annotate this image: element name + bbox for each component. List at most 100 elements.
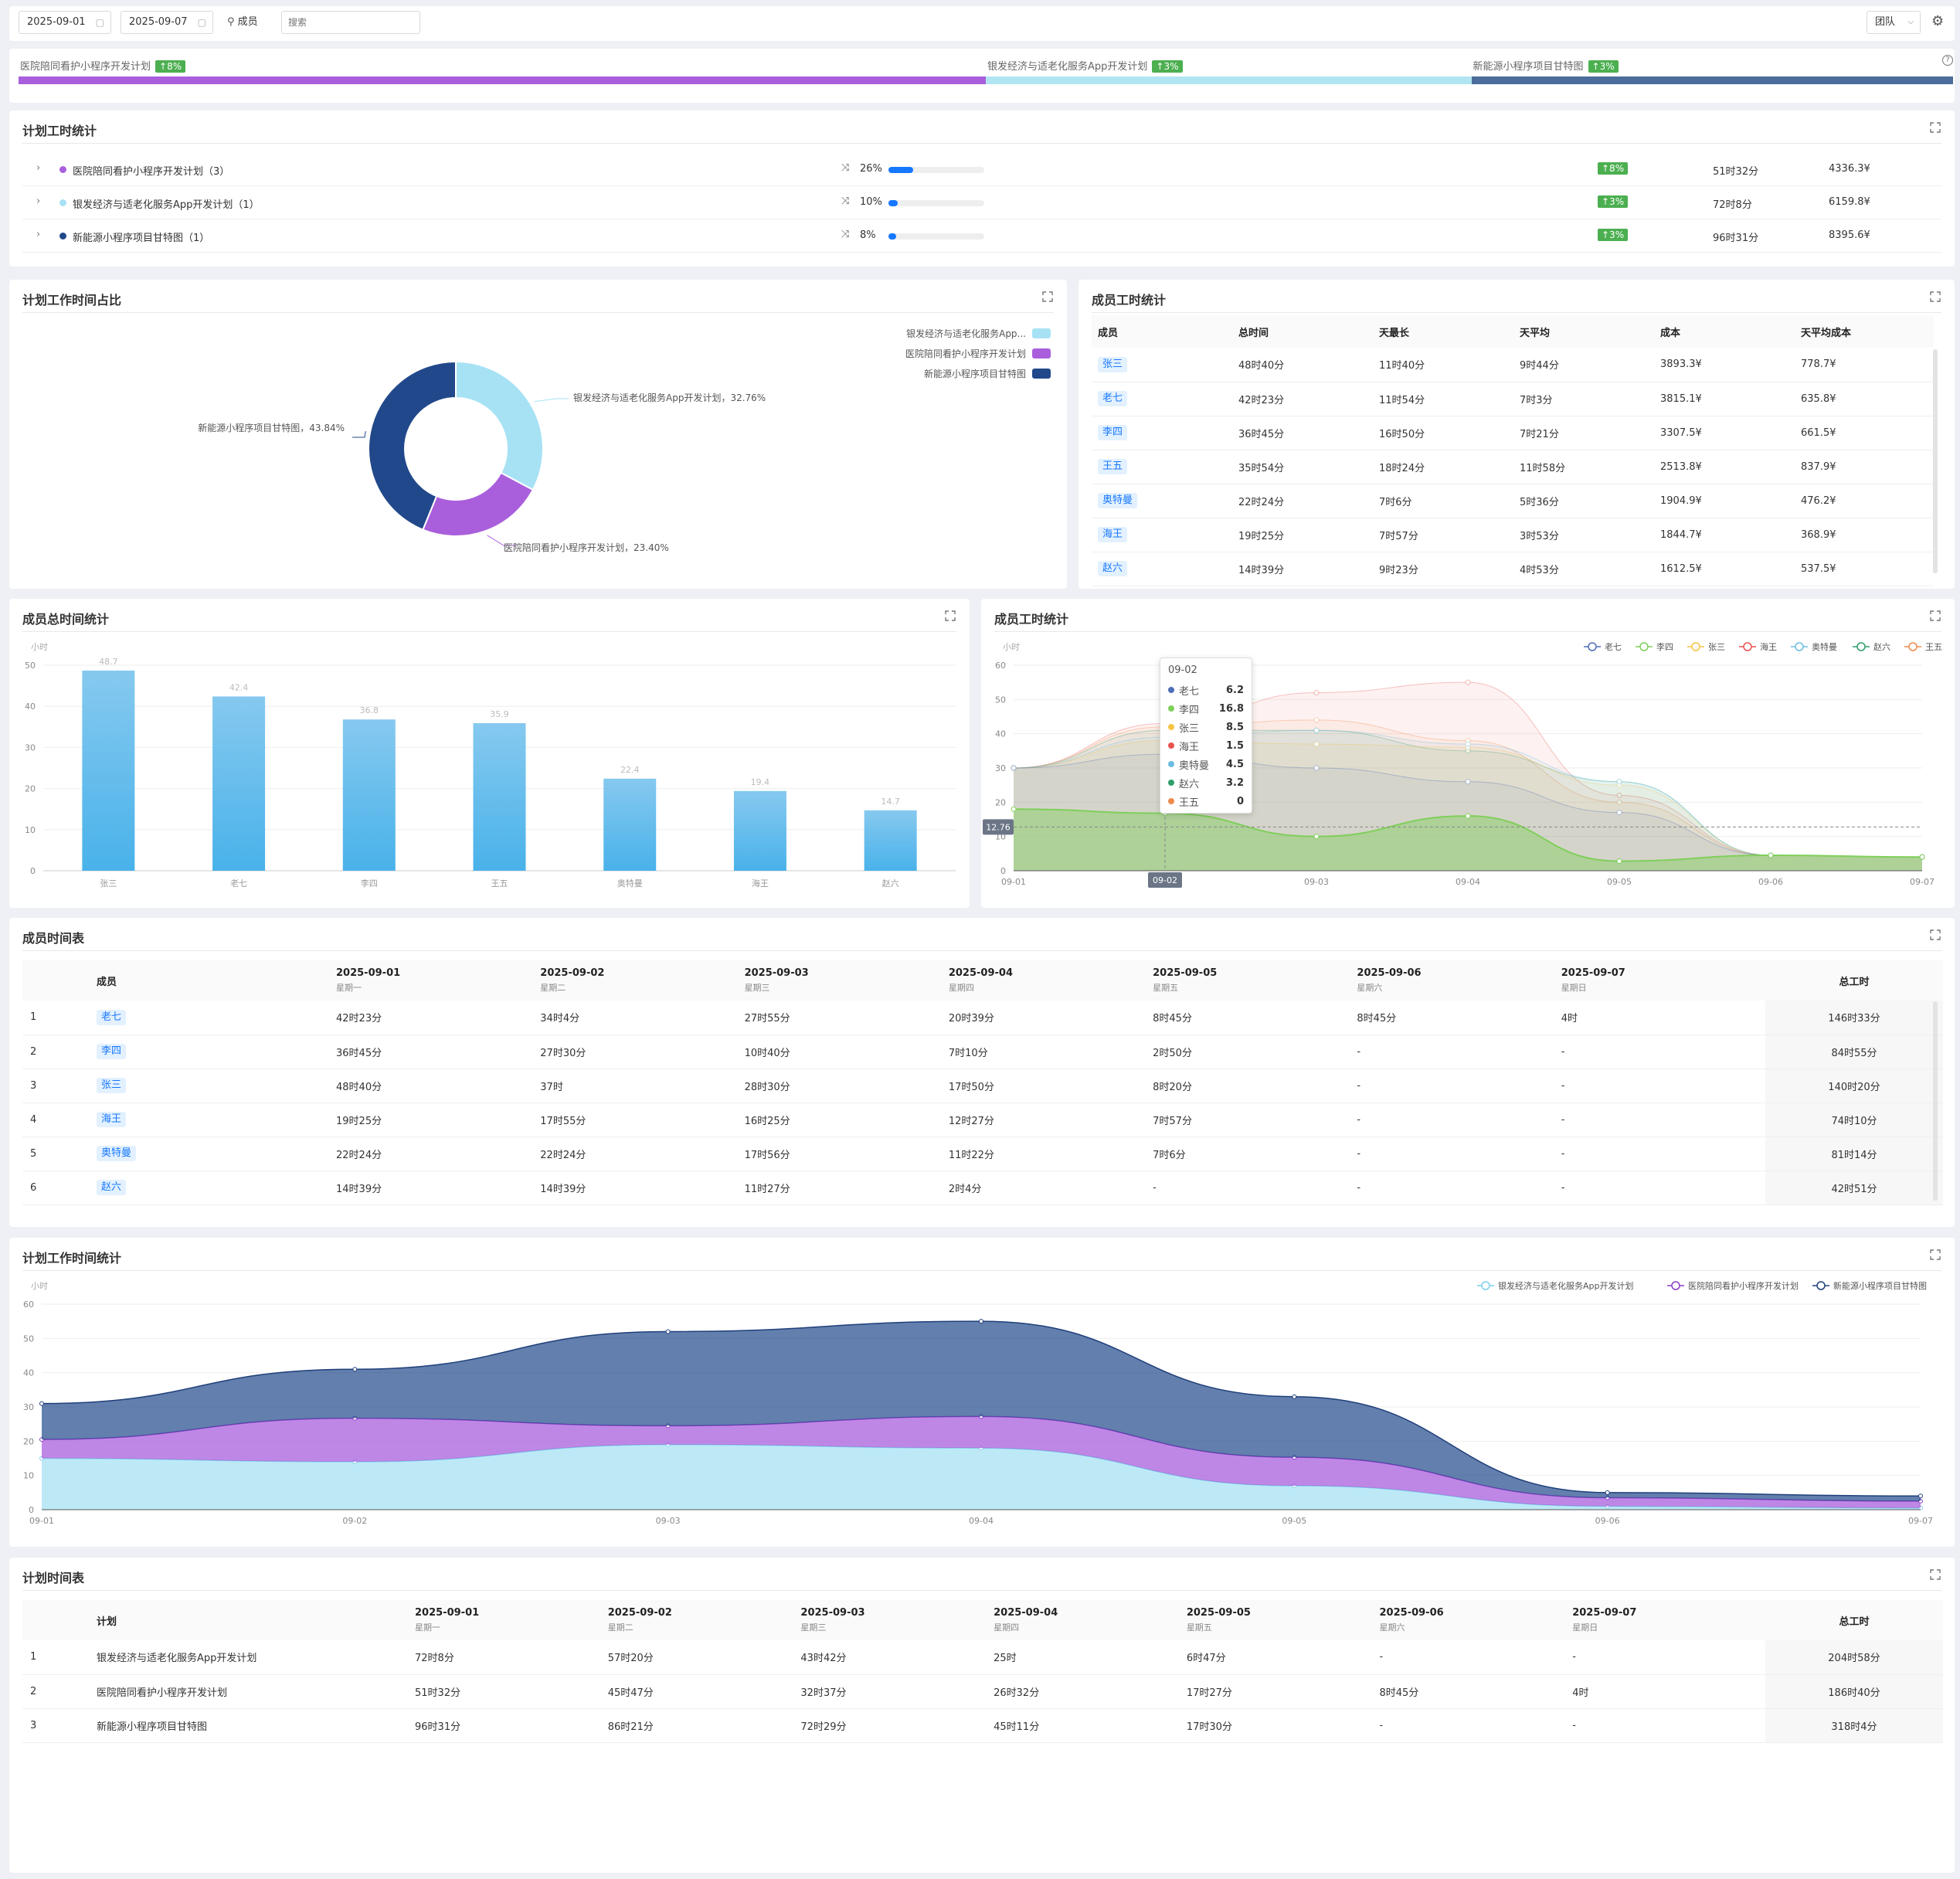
table-row[interactable]: 海王 19时25分 7时57分 3时53分 1844.7¥ 368.9¥ (1092, 518, 1934, 552)
pie-slice[interactable] (368, 360, 457, 531)
member-tag[interactable]: 海王 (1098, 527, 1128, 542)
search-input[interactable] (281, 11, 420, 34)
member-tag[interactable]: 海王 (97, 1112, 127, 1127)
column-header[interactable]: 2025-09-06 星期六 (1357, 960, 1561, 1001)
table-row[interactable]: 1 老七 42时23分 34时4分 27时55分 20时39分 8时45分 8时45分 4时 14… (22, 1001, 1943, 1035)
column-header[interactable]: 2025-09-06 星期六 (1379, 1600, 1573, 1640)
legend-marker[interactable] (1743, 642, 1752, 651)
group-select[interactable]: 团队 ⌵ (1867, 11, 1921, 34)
table-row[interactable]: 张三 48时40分 11时40分 9时44分 3893.3¥ 778.7¥ (1092, 348, 1934, 382)
column-header[interactable]: 2025-09-07 星期日 (1572, 1600, 1765, 1640)
series-point[interactable] (1011, 765, 1017, 771)
plan-row[interactable]: › 银发经济与适老化服务App开发计划（1） ⤨ 10% ↑3% 72时8分 6159.8¥ (22, 186, 1941, 219)
table-row[interactable]: 奥特曼 22时24分 7时6分 5时36分 1904.9¥ 476.2¥ (1092, 484, 1934, 518)
bar[interactable] (82, 670, 135, 871)
chevron-right-icon[interactable]: › (36, 162, 41, 174)
table-row[interactable]: 老七 42时23分 11时54分 7时3分 3815.1¥ 635.8¥ (1092, 382, 1934, 416)
bar[interactable] (212, 696, 266, 871)
expand-icon[interactable] (1930, 121, 1941, 133)
series-point[interactable] (1313, 717, 1320, 723)
series-point[interactable] (1313, 689, 1320, 695)
member-filter-button[interactable]: ⚲ 成员 (227, 11, 258, 34)
legend-marker[interactable] (1639, 642, 1649, 651)
member-tag[interactable]: 王五 (1098, 459, 1128, 474)
legend-marker[interactable] (1691, 642, 1700, 651)
table-row[interactable]: 1 银发经济与适老化服务App开发计划 72时8分 57时20分 43时42分 25时 6时… (22, 1640, 1943, 1675)
expand-icon[interactable] (945, 610, 956, 621)
series-point[interactable] (1768, 852, 1774, 858)
column-header[interactable]: 成本 (1654, 315, 1795, 348)
column-header[interactable]: 总时间 (1232, 315, 1373, 348)
legend-marker[interactable] (1671, 1281, 1680, 1290)
member-tag[interactable]: 张三 (97, 1078, 127, 1093)
column-header[interactable]: 2025-09-01 星期一 (336, 960, 541, 1001)
chevron-right-icon[interactable]: › (36, 195, 41, 207)
series-point[interactable] (1313, 741, 1320, 747)
expand-icon[interactable] (1930, 1568, 1941, 1580)
series-point[interactable] (1616, 858, 1622, 865)
member-tag[interactable]: 老七 (1098, 391, 1128, 406)
column-header[interactable]: 2025-09-03 星期三 (744, 960, 949, 1001)
progress-segment[interactable] (19, 76, 986, 84)
plan-row[interactable]: › 新能源小程序项目甘特图（1） ⤨ 8% ↑3% 96时31分 8395.6¥ (22, 219, 1941, 253)
bar[interactable] (603, 778, 657, 871)
column-header[interactable]: 2025-09-01 星期一 (415, 1600, 608, 1640)
legend-swatch[interactable] (1032, 348, 1051, 358)
stack-point[interactable] (665, 1329, 671, 1334)
series-point[interactable] (1313, 834, 1320, 840)
column-header[interactable]: 总工时 (1765, 960, 1943, 1001)
column-header[interactable]: 2025-09-05 星期五 (1186, 1600, 1380, 1640)
member-tag[interactable]: 李四 (97, 1044, 127, 1059)
column-header[interactable]: 2025-09-05 星期五 (1153, 960, 1357, 1001)
expand-icon[interactable] (1930, 1249, 1941, 1260)
scrollbar[interactable] (1933, 1001, 1938, 1201)
series-point[interactable] (1465, 741, 1471, 747)
table-row[interactable]: 王五 35时54分 18时24分 11时58分 2513.8¥ 837.9¥ (1092, 450, 1934, 484)
column-header[interactable]: 2025-09-04 星期四 (994, 1600, 1187, 1640)
series-point[interactable] (1616, 792, 1622, 798)
gear-icon[interactable]: ⚙ (1931, 13, 1945, 29)
expand-icon[interactable] (1930, 610, 1941, 621)
series-point[interactable] (1465, 813, 1471, 819)
progress-segment[interactable] (986, 76, 1472, 84)
bar[interactable] (864, 810, 917, 871)
member-tag[interactable]: 张三 (1098, 356, 1128, 372)
table-row[interactable]: 4 海王 19时25分 17时55分 16时25分 12时27分 7时57分 - -74时10分 (22, 1103, 1943, 1137)
member-tag[interactable]: 老七 (97, 1009, 127, 1025)
member-tag[interactable]: 奥特曼 (97, 1146, 137, 1161)
help-icon[interactable]: ? (1942, 55, 1953, 66)
member-tag[interactable]: 李四 (1098, 425, 1128, 440)
column-header[interactable]: 成员 (1092, 315, 1232, 348)
member-tag[interactable]: 赵六 (1098, 561, 1128, 576)
series-point[interactable] (1616, 810, 1622, 816)
series-point[interactable] (1919, 854, 1925, 860)
plan-row[interactable]: › 医院陪同看护小程序开发计划（3） ⤨ 26% ↑8% 51时32分 4336.3¥ (22, 153, 1941, 186)
stack-point[interactable] (1292, 1394, 1297, 1399)
table-row[interactable]: 3 新能源小程序项目甘特图 96时31分 86时21分 72时29分 45时11分 17时3… (22, 1708, 1943, 1743)
column-header[interactable]: 成员 (97, 960, 336, 1001)
legend-swatch[interactable] (1032, 328, 1051, 338)
legend-marker[interactable] (1481, 1281, 1490, 1290)
series-point[interactable] (1465, 679, 1471, 685)
column-header[interactable]: 2025-09-07 星期日 (1561, 960, 1765, 1001)
table-row[interactable]: 2 李四 36时45分 27时30分 10时40分 7时10分 2时50分 - -84时55分 (22, 1035, 1943, 1069)
legend-marker[interactable] (1908, 642, 1918, 651)
column-header[interactable]: 总工时 (1765, 1600, 1943, 1640)
series-point[interactable] (1465, 779, 1471, 785)
table-row[interactable]: 5 奥特曼 22时24分 22时24分 17时56分 11时22分 7时6分 - -81时14分 (22, 1137, 1943, 1171)
progress-segment[interactable] (1471, 76, 1953, 84)
series-point[interactable] (1313, 765, 1320, 771)
member-tag[interactable]: 赵六 (97, 1180, 127, 1195)
pie-slice[interactable] (422, 471, 535, 537)
column-header[interactable]: 2025-09-02 星期二 (540, 960, 745, 1001)
stack-point[interactable] (1918, 1493, 1923, 1499)
legend-marker[interactable] (1588, 642, 1597, 651)
column-header[interactable]: 计划 (97, 1600, 415, 1640)
stack-point[interactable] (39, 1401, 44, 1406)
table-row[interactable]: 2 医院陪同看护小程序开发计划 51时32分 45时47分 32时37分 26时32分 17… (22, 1674, 1943, 1709)
date-start-picker[interactable]: 2025-09-01 ▢ (19, 11, 111, 34)
table-row[interactable]: 6 赵六 14时39分 14时39分 11时27分 2时4分 - - -42时51分 (22, 1171, 1943, 1205)
legend-marker[interactable] (1795, 642, 1804, 651)
column-header[interactable]: 天平均 (1513, 315, 1654, 348)
table-row[interactable]: 李四 36时45分 16时50分 7时21分 3307.5¥ 661.5¥ (1092, 416, 1934, 450)
